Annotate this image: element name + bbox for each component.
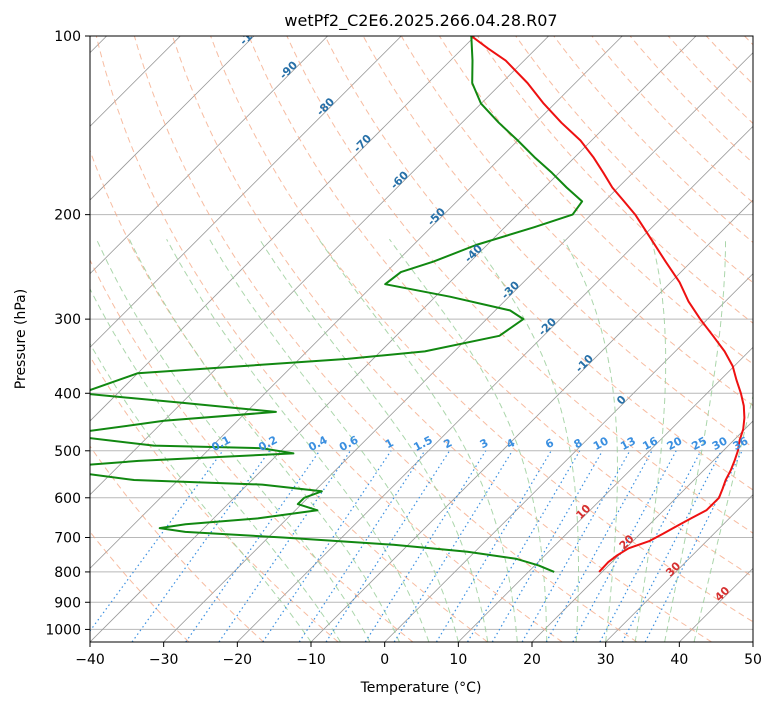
x-tick-label: −20 (223, 652, 253, 668)
dry-adiabat-line (515, 36, 753, 284)
x-tick-label: −30 (149, 652, 179, 668)
isotherm-line (163, 52, 753, 642)
dry-adiabat-line (133, 36, 638, 642)
mixing-ratio-label: 36 (731, 434, 751, 453)
plot-frame (89, 35, 754, 643)
dry-adiabat-line (477, 36, 753, 324)
mixing-ratio-line (325, 450, 451, 642)
mixing-ratio-line (521, 450, 631, 642)
isotherm-line (90, 36, 402, 348)
dry-adiabat-line (400, 36, 753, 407)
x-tick-label: 20 (523, 652, 541, 668)
moist-adiabat-line (96, 238, 371, 642)
mixing-ratio-line (466, 450, 581, 642)
x-axis-label: Temperature (°C) (360, 680, 482, 696)
isotherm-line (90, 36, 623, 569)
dry-adiabat-line (90, 259, 414, 642)
moist-adiabat-line (471, 238, 579, 642)
axes: −40 −30 −20 −10 0 10 20 30 40 50 100 200 300 400 500 60… (45, 29, 762, 668)
mixing-ratio-line (545, 450, 653, 642)
y-tick-label: 500 (54, 444, 81, 460)
y-tick-label: 300 (54, 312, 81, 328)
y-tick-label: 1000 (45, 622, 81, 638)
temperature-profile-line (470, 36, 746, 573)
isotherm-label: -100 (237, 19, 266, 48)
profile-lines (90, 36, 746, 573)
moist-adiabat-line (563, 238, 618, 642)
y-tick-label: 600 (54, 491, 81, 507)
dewpoint-profile-line (90, 36, 584, 573)
chart-title: wetPf2_C2E6.2025.266.04.28.R07 (284, 11, 557, 31)
isotherm-line (90, 36, 255, 201)
isotherm-line (531, 420, 753, 642)
x-tick-label: 0 (380, 652, 389, 668)
x-tick-label: 10 (449, 652, 467, 668)
moist-adiabat-line (90, 287, 341, 642)
moist-adiabat-line (664, 239, 726, 642)
isotherm-line (90, 36, 549, 496)
mixing-ratio-line (435, 450, 552, 642)
mixing-ratio-line (599, 450, 702, 642)
background-lines (90, 36, 753, 642)
x-tick-label: −40 (75, 652, 105, 668)
moist-adiabat-line (318, 238, 518, 642)
moist-adiabat-line (388, 238, 548, 642)
x-tick-label: 50 (744, 652, 762, 668)
y-tick-label: 100 (54, 29, 81, 45)
x-tick-label: −10 (296, 652, 326, 668)
y-tick-label: 900 (54, 595, 81, 611)
mixing-ratio-line (393, 450, 513, 642)
isotherm-line (458, 346, 753, 642)
mixing-ratio-label: 16 (640, 434, 660, 453)
mixing-ratio-label: 20 (665, 434, 685, 453)
mixing-ratio-label: 25 (689, 434, 709, 453)
dry-adiabat-line (90, 445, 264, 642)
mixing-ratio-line (491, 450, 603, 642)
dry-adiabat-line (629, 36, 753, 164)
x-tick-label: 30 (597, 652, 615, 668)
mixing-ratio-label: 30 (710, 434, 730, 453)
y-tick-label: 800 (54, 565, 81, 581)
isotherm-line (90, 36, 476, 422)
dry-adiabat-line (248, 36, 753, 578)
mixing-ratio-line (131, 450, 271, 642)
mixing-ratio-label: 13 (618, 434, 638, 453)
moist-adiabat-line (128, 238, 400, 642)
moist-adiabat-line (634, 239, 667, 642)
dry-adiabat-line (362, 36, 753, 449)
isotherm-line (384, 273, 753, 642)
y-tick-label: 400 (54, 386, 81, 402)
mixing-ratio-label: 10 (591, 434, 611, 453)
dry-adiabat-line (324, 36, 753, 491)
dry-adiabat-line (95, 36, 563, 642)
x-tick-label: 40 (670, 652, 688, 668)
isotherm-line (605, 494, 753, 642)
y-tick-label: 200 (54, 208, 81, 224)
mixing-ratio-line (185, 450, 321, 642)
moist-adiabat-line (209, 238, 459, 642)
y-axis-label: Pressure (hPa) (13, 289, 29, 389)
mixing-ratio-line (364, 450, 487, 642)
mixing-ratio-line (572, 450, 677, 642)
isotherm-line (90, 36, 328, 275)
moist-adiabat-line (90, 342, 312, 642)
moist-adiabat-line (166, 238, 430, 642)
y-tick-label: 700 (54, 531, 81, 547)
dry-adiabat-line (210, 36, 753, 623)
